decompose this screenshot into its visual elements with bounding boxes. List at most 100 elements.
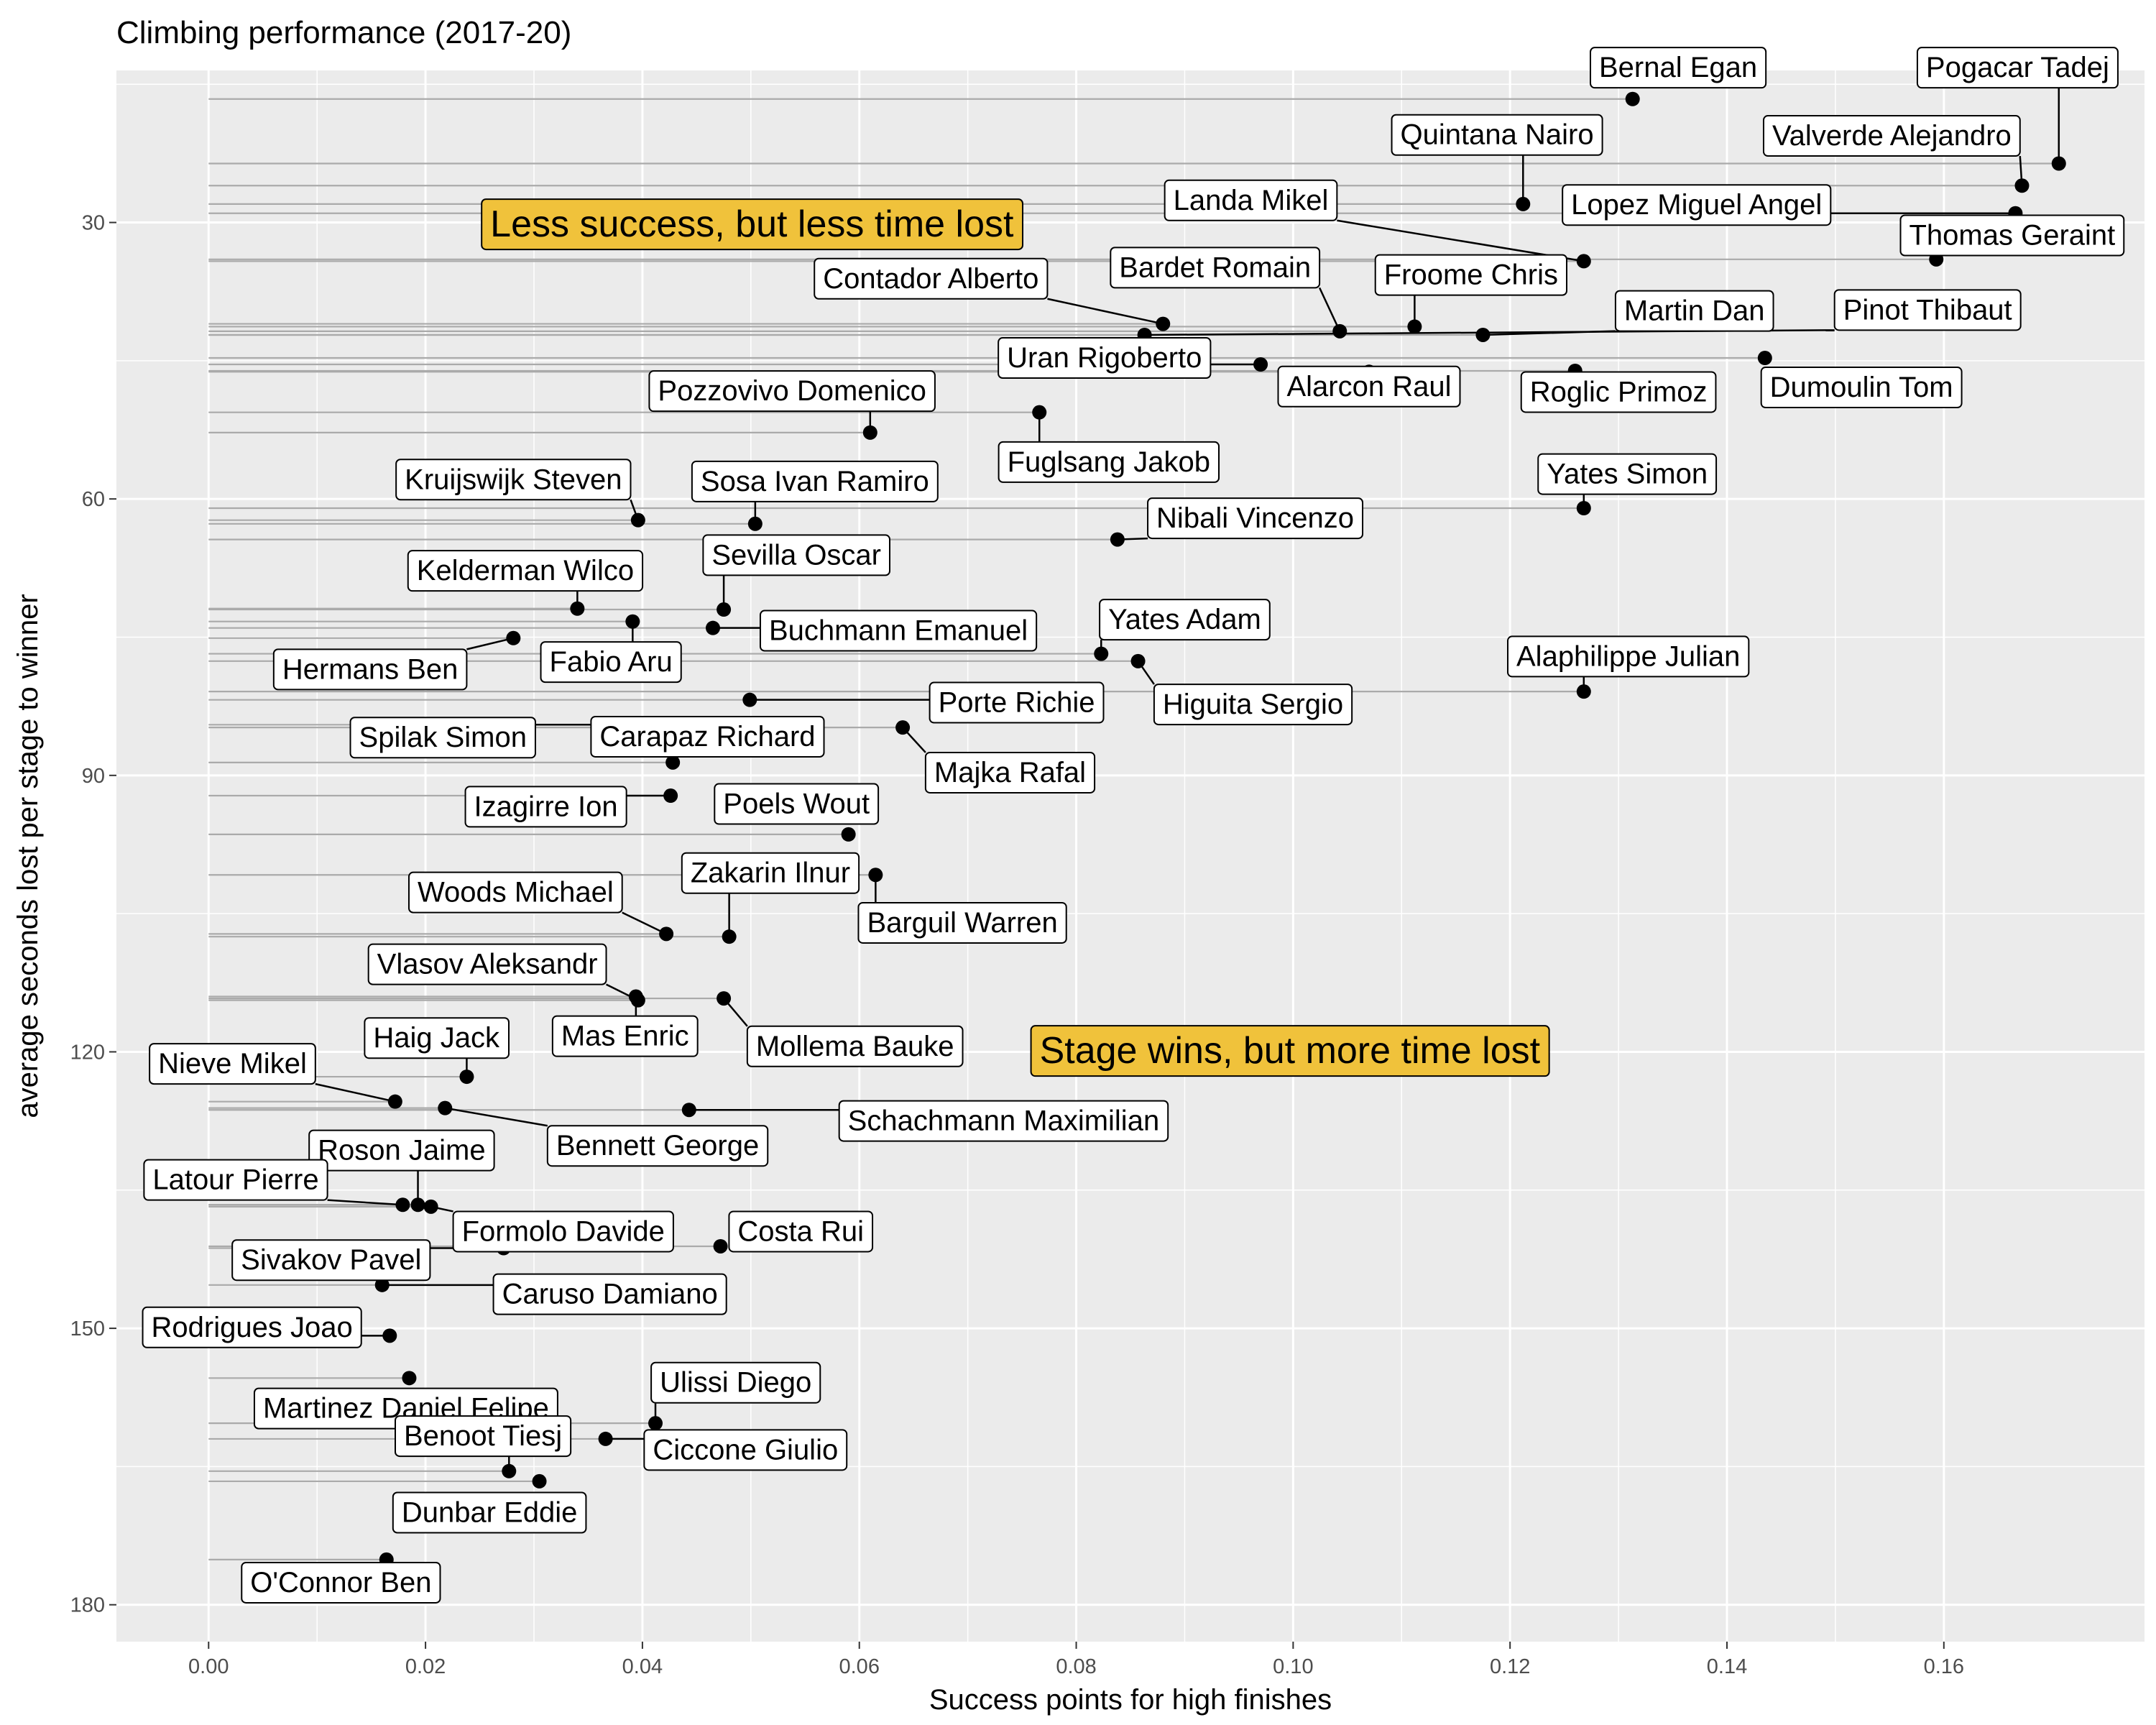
point-yates-adam [1094, 646, 1109, 661]
label-text: Pinot Thibaut [1843, 294, 2012, 326]
label-mollema-bauke: Mollema Bauke [746, 1025, 964, 1067]
label-mas-enric: Mas Enric [551, 1015, 699, 1057]
annotations: Less success, but less time lost Stage wi… [481, 198, 1550, 1077]
label-text: Sivakov Pavel [241, 1244, 421, 1276]
label-box [367, 943, 607, 985]
label-box [1099, 599, 1271, 641]
label-box [1833, 289, 2022, 331]
label-text: Lopez Miguel Angel [1571, 189, 1822, 221]
point-froome-chris [1407, 319, 1422, 334]
label-box [1916, 47, 2119, 89]
label-box [1507, 635, 1750, 678]
label-box [998, 337, 1212, 380]
label-bernal-egan: Bernal Egan [1590, 47, 1767, 89]
label-box [1590, 47, 1767, 89]
label-text: Hermans Ben [282, 653, 459, 685]
label-text: Poels Wout [723, 788, 870, 820]
label-text: Pozzovivo Domenico [658, 375, 926, 407]
label-text: Fuglsang Jakob [1008, 446, 1210, 478]
leader-contador-alberto [1047, 298, 1164, 325]
point-costa-rui [713, 1238, 728, 1254]
label-dumoulin-tom: Dumoulin Tom [1760, 367, 1963, 409]
label-text: Costa Rui [737, 1215, 864, 1247]
leader-latour-pierre [327, 1199, 403, 1206]
label-sivakov-pavel: Sivakov Pavel [231, 1239, 431, 1282]
x-tick-label: 0.16 [1924, 1655, 1964, 1678]
label-box [272, 648, 468, 691]
point-mollema-bauke [717, 991, 732, 1006]
label-martin-dan: Martin Dan [1614, 290, 1774, 332]
y-tick-label: 90 [82, 765, 105, 788]
point-yates-simon [1576, 501, 1591, 516]
label-roson-jaime: Roson Jaime [308, 1129, 495, 1172]
label-text: Alaphilippe Julian [1516, 640, 1740, 672]
label-box [1899, 214, 2125, 257]
label-text: Carapaz Richard [599, 721, 815, 753]
label-box [395, 459, 632, 501]
label-nibali-vincenzo: Nibali Vincenzo [1147, 497, 1364, 540]
label-box [1374, 254, 1567, 296]
grid-major [116, 70, 2145, 1642]
label-izagirre-ion: Izagirre Ion [464, 786, 627, 828]
x-tick-label: 0.04 [622, 1655, 663, 1678]
label-text: Pogacar Tadej [1926, 52, 2109, 83]
label-box [1562, 184, 1832, 226]
point-alaphilippe-julian [1576, 684, 1591, 699]
label-box [1520, 371, 1717, 413]
annotation-1: Less success, but less time lost [481, 198, 1024, 251]
point-nibali-vincenzo [1110, 532, 1125, 547]
annotation-box [481, 198, 1024, 251]
label-froome-chris: Froome Chris [1374, 254, 1567, 296]
point-carapaz-richard [665, 755, 681, 770]
label-text: Sosa Ivan Ramiro [701, 466, 929, 497]
label-box [1391, 114, 1603, 156]
point-formolo-davide [423, 1199, 438, 1214]
leader-hermans-ben [466, 637, 514, 650]
point-martin-dan [1475, 327, 1491, 342]
point-barguil-warren [868, 868, 883, 883]
label-box [1760, 367, 1963, 409]
label-box [702, 534, 891, 576]
label-box [241, 1561, 441, 1604]
label-pozzovivo-domenico: Pozzovivo Domenico [648, 370, 936, 413]
label-box [308, 1129, 495, 1172]
label-text: Vlasov Aleksandr [377, 949, 598, 980]
label-text: Haig Jack [373, 1022, 500, 1054]
label-text: Buchmann Emanuel [769, 615, 1028, 647]
label-o-connor-ben: O'Connor Ben [241, 1561, 441, 1604]
label-woods-michael: Woods Michael [407, 871, 623, 914]
point-valverde-alejandro [2014, 178, 2030, 193]
point-benoot-tiesj [502, 1463, 517, 1478]
label-rodrigues-joao: Rodrigues Joao [142, 1306, 362, 1348]
point-contador-alberto [1156, 316, 1171, 331]
label-porte-richie: Porte Richie [929, 681, 1105, 724]
label-dunbar-eddie: Dunbar Eddie [392, 1491, 587, 1534]
label-box [142, 1306, 362, 1348]
label-box [924, 751, 1096, 794]
label-text: Benoot Tiesj [404, 1420, 562, 1452]
label-ciccone-giulio: Ciccone Giulio [643, 1429, 848, 1471]
label-box [1614, 290, 1774, 332]
point-latour-pierre [395, 1197, 410, 1213]
label-latour-pierre: Latour Pierre [143, 1159, 328, 1201]
point-schachmann-maximilian [681, 1103, 696, 1118]
label-quintana-nairo: Quintana Nairo [1391, 114, 1603, 156]
plot-panel [116, 70, 2145, 1642]
point-ulissi-diego [648, 1416, 663, 1431]
label-kruijswijk-steven: Kruijswijk Steven [395, 459, 632, 501]
label-box [838, 1100, 1169, 1142]
label-ulissi-diego: Ulissi Diego [650, 1361, 821, 1404]
label-costa-rui: Costa Rui [728, 1210, 874, 1253]
label-poels-wout: Poels Wout [714, 783, 880, 825]
x-tick-label: 0.14 [1707, 1655, 1747, 1678]
point-majka-rafal [895, 720, 911, 735]
point-caruso-damiano [374, 1277, 390, 1292]
label-text: Zakarin Ilnur [691, 857, 850, 889]
y-tick-label: 150 [70, 1317, 105, 1340]
label-alarcon-raul: Alarcon Raul [1277, 365, 1461, 408]
label-bennett-george: Bennett George [546, 1125, 769, 1167]
label-pinot-thibaut: Pinot Thibaut [1833, 289, 2022, 331]
label-text: Valverde Alejandro [1772, 120, 2012, 152]
label-text: Nibali Vincenzo [1156, 502, 1354, 534]
label-hermans-ben: Hermans Ben [272, 648, 468, 691]
